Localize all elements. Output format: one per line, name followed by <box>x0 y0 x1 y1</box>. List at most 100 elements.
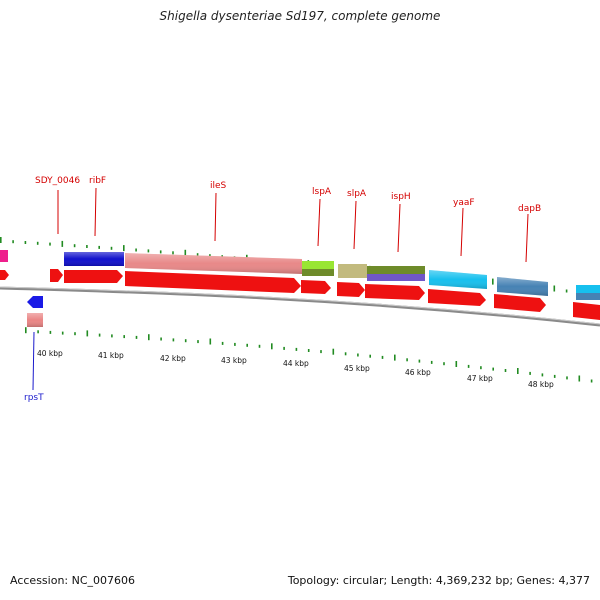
tick-minor <box>98 245 100 249</box>
tick-minor <box>172 338 175 342</box>
tick-minor <box>61 331 64 335</box>
tick-minor <box>344 352 347 356</box>
tick-minor <box>418 359 421 363</box>
genome-summary-text: Topology: circular; Length: 4,369,232 bp… <box>287 574 590 587</box>
cds-arrow-slpA <box>337 282 365 297</box>
tick-minor <box>49 242 51 246</box>
scale-labels: 40 kbp 41 kbp 42 kbp 43 kbp 44 kbp 45 kb… <box>37 349 554 389</box>
tick-major <box>332 348 335 355</box>
tick-minor <box>73 244 76 248</box>
tick-minor <box>590 379 593 383</box>
tick-major <box>86 330 89 337</box>
kbp-label: 47 kbp <box>467 374 493 383</box>
tick-major <box>0 237 2 243</box>
accession-text: Accession: NC_007606 <box>10 574 136 587</box>
tick-minor <box>295 347 298 351</box>
feature-lspA-cog-b <box>302 269 334 276</box>
tick-minor <box>565 289 568 293</box>
kbp-label: 42 kbp <box>160 354 186 363</box>
genome-backbone <box>0 286 600 327</box>
genome-backbone-highlight <box>0 286 600 325</box>
tick-minor <box>258 344 261 348</box>
tick-minor <box>135 335 138 339</box>
tick-minor <box>504 369 507 372</box>
leader-lspA <box>317 198 321 247</box>
tick-minor <box>123 335 125 339</box>
tick-major <box>492 278 494 285</box>
tick-minor <box>443 362 445 366</box>
cds-arrow-ribF <box>64 270 123 283</box>
tick-minor <box>110 246 113 250</box>
tick-minor <box>135 248 137 252</box>
leader-dapB <box>525 213 529 263</box>
tick-major <box>25 327 27 334</box>
kbp-label: 43 kbp <box>221 356 247 365</box>
tick-minor <box>307 349 310 352</box>
cds-arrow-lspA <box>301 280 331 294</box>
tick-minor <box>196 253 199 257</box>
tick-minor <box>357 353 359 357</box>
tick-major <box>455 361 458 367</box>
tick-minor <box>492 367 494 371</box>
gene-label-yaaF: yaaF <box>453 198 475 208</box>
tick-minor <box>529 371 531 375</box>
cds-arrow-dapB <box>494 294 546 312</box>
tick-major <box>148 334 150 341</box>
kbp-label: 45 kbp <box>344 364 370 373</box>
feature-ispH-cog-b <box>367 274 425 281</box>
tick-minor <box>209 254 211 258</box>
kbp-label: 41 kbp <box>98 351 124 360</box>
tick-minor <box>12 240 14 244</box>
gene-label-rpsT: rpsT <box>24 393 44 403</box>
cds-arrow-ispH <box>365 284 425 300</box>
feature-next-cog-a <box>576 285 600 293</box>
tick-row-bottom <box>25 327 593 383</box>
gene-label-ileS: ileS <box>210 181 227 191</box>
tick-major <box>517 368 519 374</box>
tick-minor <box>197 340 199 344</box>
gene-label-ispH: ispH <box>391 192 411 202</box>
tick-major <box>271 343 273 350</box>
feature-track-cds-forward <box>0 269 600 320</box>
cds-arrow-rpsT <box>27 296 43 308</box>
leader-slpA <box>353 200 357 250</box>
tick-major <box>394 354 396 361</box>
feature-slpA-cog <box>338 264 367 278</box>
tick-minor <box>369 354 371 358</box>
tick-minor <box>160 337 162 341</box>
tick-major <box>553 285 556 292</box>
feature-pink <box>0 250 8 262</box>
tick-minor <box>172 251 174 255</box>
tick-major <box>578 375 581 382</box>
tick-minor <box>98 333 101 337</box>
tick-minor <box>147 249 150 253</box>
tick-minor <box>24 241 27 244</box>
tick-minor <box>74 332 76 336</box>
leader-rpsT <box>32 331 35 391</box>
tick-minor <box>246 343 248 347</box>
tick-minor <box>541 373 544 377</box>
gene-label-lines <box>32 187 529 391</box>
tick-minor <box>37 330 39 334</box>
gene-label-slpA: slpA <box>347 189 367 199</box>
tick-minor <box>234 342 236 346</box>
leader-yaaF <box>460 207 464 257</box>
tick-minor <box>566 376 568 380</box>
gene-labels: SDY_0046 ribF ileS lspA slpA ispH yaaF d… <box>24 176 541 403</box>
feature-next-cog-b <box>576 293 600 300</box>
feature-ispH-cog-a <box>367 266 425 274</box>
tick-minor <box>381 355 384 359</box>
feature-track-reverse <box>27 296 43 327</box>
tick-minor <box>480 366 482 370</box>
cds-arrow-right-edge <box>573 302 600 320</box>
gene-label-lspA: lspA <box>312 187 332 197</box>
gene-label-sdy0046: SDY_0046 <box>35 176 80 186</box>
tick-minor <box>430 360 433 364</box>
tick-minor <box>320 350 322 354</box>
leader-ileS <box>214 192 217 242</box>
tick-minor <box>467 364 470 368</box>
tick-major <box>209 338 212 345</box>
tick-minor <box>36 241 39 245</box>
